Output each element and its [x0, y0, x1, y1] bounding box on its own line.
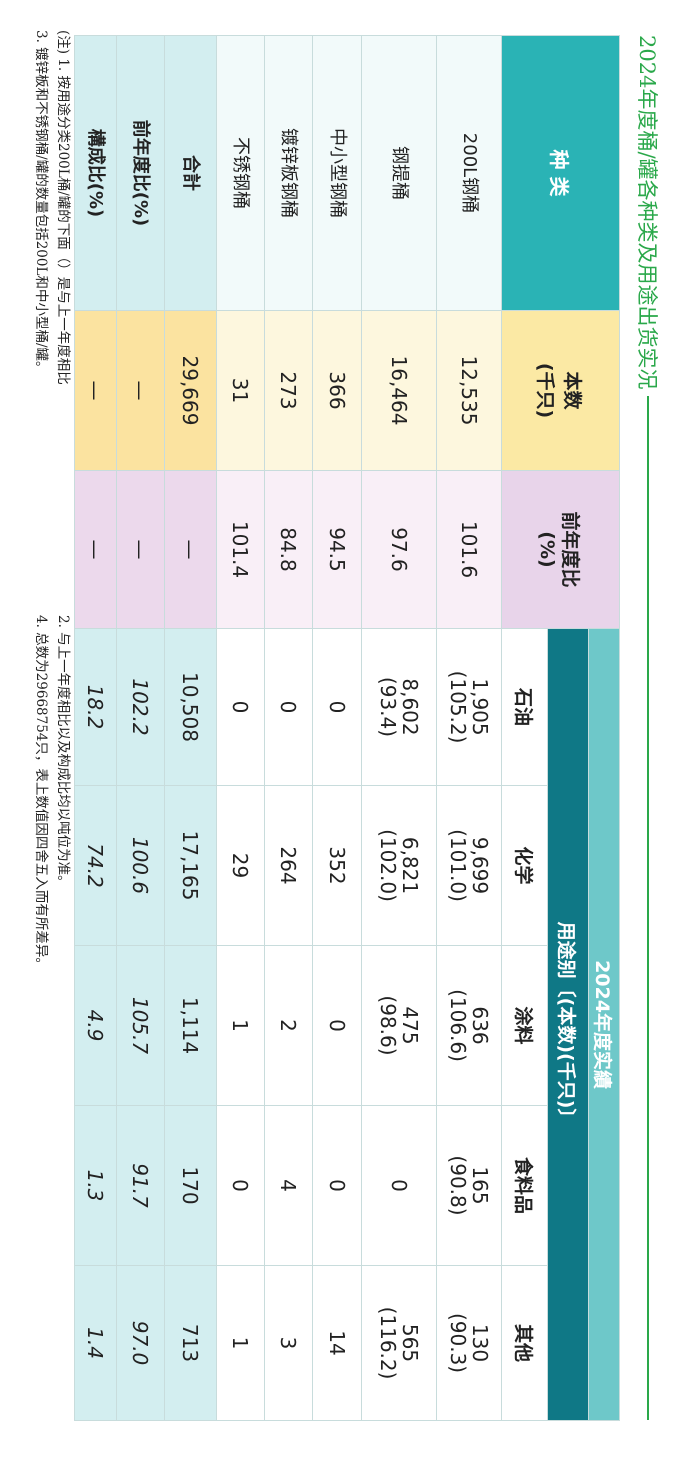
table-row: 200L钢桶 12,535 101.6 1,905 (105.2) 9,699 (101… [436, 35, 502, 1421]
table-cell: 0 [312, 1105, 362, 1266]
table-cell: 2 [264, 945, 313, 1106]
table-cell: 565 (116.2) [361, 1265, 437, 1421]
table-cell: 1,905 (105.2) [436, 628, 502, 786]
table-cell: 0 [216, 628, 265, 786]
table-cell: 3 [264, 1265, 313, 1421]
row-label: 合計 [164, 35, 217, 311]
table-cell: 18.2 [74, 628, 117, 786]
table-cell: — [116, 310, 165, 471]
table-cell: 4.9 [74, 945, 117, 1106]
column-header: 其他 [501, 1265, 548, 1421]
table-cell: 6,821 (102.0) [361, 785, 437, 946]
column-header: 涂料 [501, 945, 548, 1106]
title-rule [647, 395, 649, 1420]
table-row: 钢提桶 16,464 97.6 8,602 (93.4) 6,821 (102.0) 47… [361, 35, 437, 1421]
row-label: 不锈钢桶 [216, 35, 265, 311]
table-cell: — [116, 470, 165, 629]
title: 2024年度桶/罐各种类及用途出货实况 [635, 35, 659, 390]
table-cell: 74.2 [74, 785, 117, 946]
sub-header: 用途别〔(本数)(千只)〕 [547, 628, 589, 1421]
table-cell: 94.5 [312, 470, 362, 629]
table-cell: 366 [312, 310, 362, 471]
table-cell: 29,669 [164, 310, 217, 471]
table-row: 不锈钢桶 31 101.4 0 29 1 0 1 [216, 35, 265, 1421]
table-cell: 31 [216, 310, 265, 471]
table-cell: 165 (90.8) [436, 1105, 502, 1266]
table-row: 镀锌板钢桶 273 84.8 0 264 2 4 3 [264, 35, 313, 1421]
table-cell: 16,464 [361, 310, 437, 471]
table-row: 合計 29,669—10,508 17,165 1,114 170 713 [164, 35, 217, 1421]
table-cell: 130 (90.3) [436, 1265, 502, 1421]
table-cell: 636 (106.6) [436, 945, 502, 1106]
table-cell: 8,602 (93.4) [361, 628, 437, 786]
notes: (注) 1. 按用途分类200L桶/罐的下面（）是与上一年度相比 2. 与上一年度… [30, 30, 74, 1420]
table-cell: 9,699 (101.0) [436, 785, 502, 946]
shipment-table: 种 类本数 (千只) 前年度比 (%) 2024年度实績 用途别〔(本数)(千只)〕石… [74, 35, 620, 1421]
header-row: 种 类本数 (千只) 前年度比 (%) 2024年度实績 [501, 35, 620, 1421]
group-header: 2024年度实績 [588, 628, 620, 1421]
note: 2. 与上一年度相比以及构成比均以吨位为准。 [55, 615, 71, 889]
table-cell: 17,165 [164, 785, 217, 946]
note: (注) 1. 按用途分类200L桶/罐的下面（）是与上一年度相比 [55, 30, 71, 385]
row-label: 前年度比(%) [116, 35, 165, 311]
table-cell: 170 [164, 1105, 217, 1266]
row-label: 镀锌板钢桶 [264, 35, 313, 311]
table-cell: 475 (98.6) [361, 945, 437, 1106]
column-header: 化学 [501, 785, 548, 946]
row-label: 钢提桶 [361, 35, 437, 311]
column-header: 种 类 [501, 35, 620, 311]
note: 4. 总数为29668754只，表上数值因四舍五入而有所差异。 [33, 615, 49, 971]
table-cell: 97.0 [116, 1265, 165, 1421]
table-cell: — [164, 470, 217, 629]
table-cell: 713 [164, 1265, 217, 1421]
title-row: 2024年度桶/罐各种类及用途出货实况 [630, 35, 666, 1420]
table-cell: 1.4 [74, 1265, 117, 1421]
table-cell: 101.6 [436, 470, 502, 629]
row-label: 構成比(%) [74, 35, 117, 311]
table-cell: 97.6 [361, 470, 437, 629]
table-row: 中小型钢桶 366 94.5 0 352 0 0 14 [312, 35, 362, 1421]
table-row: 前年度比(%) — —102.2 100.6 105.7 91.7 97.0 [116, 35, 165, 1421]
table-cell: 0 [216, 1105, 265, 1266]
table-cell: 352 [312, 785, 362, 946]
table-cell: 0 [312, 945, 362, 1106]
note: 3. 镀锌板和不锈钢桶/罐的数量包括200L和中小型桶/罐。 [33, 30, 49, 375]
table-cell: 101.4 [216, 470, 265, 629]
table-cell: 0 [264, 628, 313, 786]
table-cell: — [74, 310, 117, 471]
table-cell: 29 [216, 785, 265, 946]
table-cell: 105.7 [116, 945, 165, 1106]
table-cell: 1 [216, 1265, 265, 1421]
column-header: 食料品 [501, 1105, 548, 1266]
table-cell: 264 [264, 785, 313, 946]
table-cell: 12,535 [436, 310, 502, 471]
column-header: 前年度比 (%) [501, 470, 620, 629]
table-cell: 1 [216, 945, 265, 1106]
table-cell: 10,508 [164, 628, 217, 786]
table-cell: 0 [361, 1105, 437, 1266]
column-header: 本数 (千只) [501, 310, 620, 471]
table-cell: 0 [312, 628, 362, 786]
table-cell: 91.7 [116, 1105, 165, 1266]
table-cell: 1.3 [74, 1105, 117, 1266]
row-label: 中小型钢桶 [312, 35, 362, 311]
table-cell: 102.2 [116, 628, 165, 786]
table-cell: 84.8 [264, 470, 313, 629]
table-cell: 273 [264, 310, 313, 471]
table-cell: 14 [312, 1265, 362, 1421]
row-label: 200L钢桶 [436, 35, 502, 311]
table-row: 構成比(%) — —18.2 74.2 4.9 1.3 1.4 [74, 35, 117, 1421]
table-cell: 4 [264, 1105, 313, 1266]
table-cell: 1,114 [164, 945, 217, 1106]
table-cell: 100.6 [116, 785, 165, 946]
table-cell: — [74, 470, 117, 629]
column-header: 石油 [501, 628, 548, 786]
